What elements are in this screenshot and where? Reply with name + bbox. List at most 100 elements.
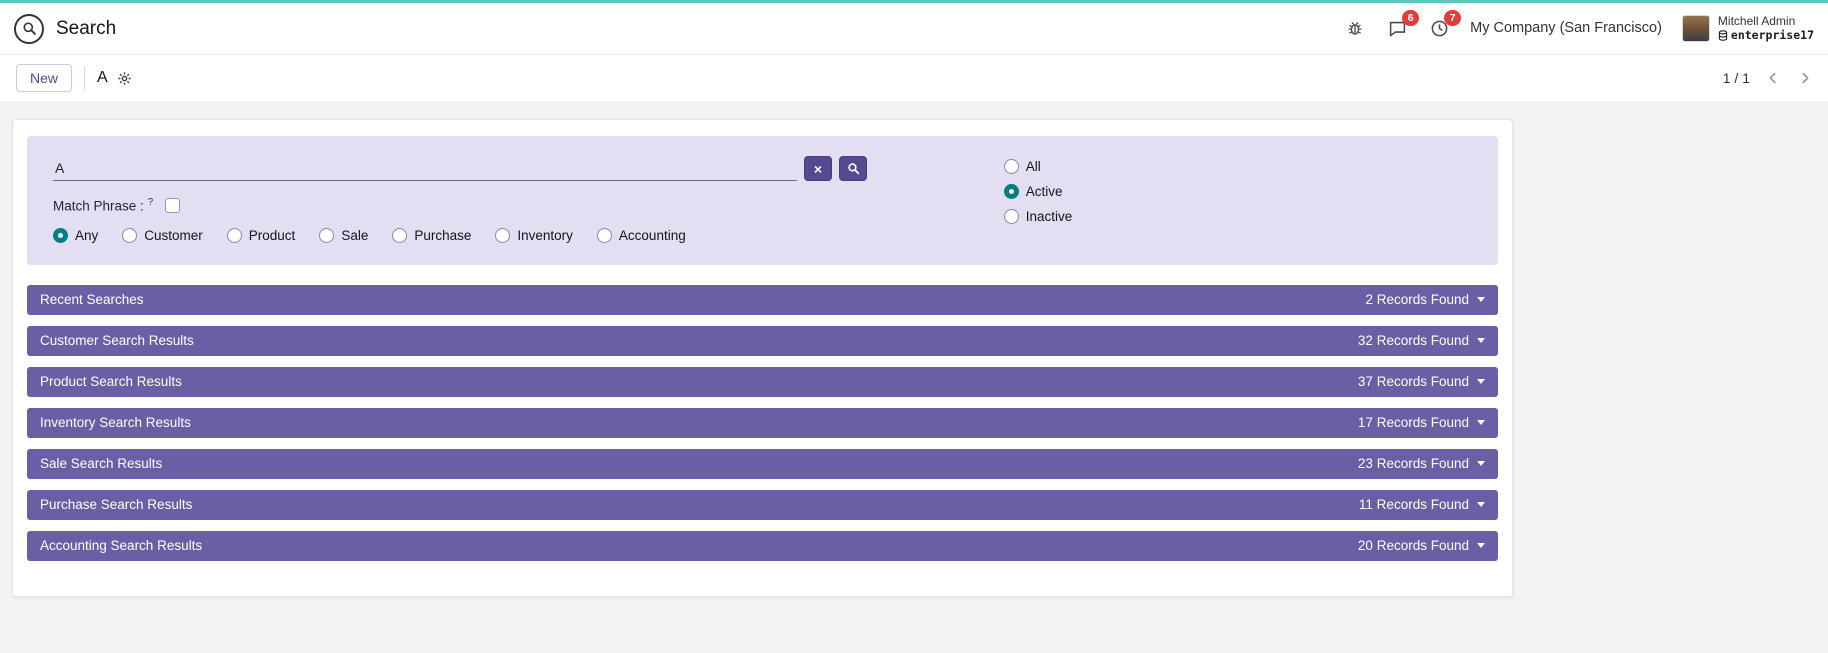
section-header-accounting-results[interactable]: Accounting Search Results 20 Records Fou…	[27, 530, 1498, 561]
search-input-row: ×	[53, 156, 1004, 181]
breadcrumb: A	[97, 69, 108, 86]
pager-nav	[1766, 71, 1812, 85]
radio-dot	[596, 227, 612, 243]
gear-icon	[118, 71, 131, 85]
page-title: Search	[56, 17, 117, 39]
radio-customer[interactable]: Customer	[122, 227, 203, 243]
section-count: 17 Records Found	[1357, 415, 1469, 430]
section-count: 2 Records Found	[1365, 292, 1469, 307]
search-input[interactable]	[53, 156, 797, 181]
search-type-radios: Any Customer Product Sale	[53, 227, 1004, 243]
radio-label: Active	[1025, 184, 1063, 199]
chevron-down-icon	[1477, 502, 1485, 507]
chevron-right-icon	[1802, 72, 1809, 84]
record-state-radios: All Active Inactive	[1003, 156, 1073, 243]
radio-inactive[interactable]: Inactive	[1003, 209, 1072, 224]
navbar-right: 6 7 My Company (San Francisco) Mitchell …	[1344, 10, 1814, 42]
messages-button[interactable]: 6	[1386, 10, 1420, 39]
section-title: Product Search Results	[40, 374, 182, 389]
main-content: × Match Phrase : ?	[0, 101, 1828, 597]
radio-sale[interactable]: Sale	[319, 227, 369, 243]
top-navbar: Search 6 7 My Company (San Francisco)	[0, 3, 1828, 55]
chevron-down-icon	[1477, 543, 1485, 548]
debug-bug-button[interactable]	[1344, 17, 1366, 39]
clear-search-button[interactable]: ×	[804, 156, 832, 181]
radio-dot	[1003, 184, 1019, 199]
new-button[interactable]: New	[16, 64, 73, 92]
search-app-icon[interactable]	[14, 13, 44, 44]
user-info: Mitchell Admin enterprise17	[1717, 13, 1814, 42]
database-name: enterprise17	[1730, 27, 1814, 42]
activities-button[interactable]: 7	[1428, 10, 1462, 39]
pager: 1 / 1	[1723, 70, 1812, 86]
section-count: 11 Records Found	[1358, 497, 1469, 512]
section-count: 20 Records Found	[1357, 538, 1469, 553]
section-title: Customer Search Results	[40, 333, 194, 348]
search-icon	[847, 163, 859, 175]
chevron-left-icon	[1769, 72, 1776, 84]
user-menu[interactable]: Mitchell Admin enterprise17	[1681, 13, 1814, 42]
radio-label: All	[1025, 159, 1041, 174]
chevron-down-icon	[1477, 297, 1485, 302]
radio-accounting[interactable]: Accounting	[596, 227, 686, 243]
company-switcher[interactable]: My Company (San Francisco)	[1470, 20, 1662, 37]
clear-icon: ×	[813, 160, 823, 177]
section-title: Recent Searches	[40, 292, 144, 307]
radio-dot	[122, 227, 138, 243]
radio-label: Any	[75, 227, 99, 243]
radio-any[interactable]: Any	[53, 227, 99, 243]
section-header-inventory-results[interactable]: Inventory Search Results 17 Records Foun…	[27, 407, 1498, 438]
section-title: Sale Search Results	[40, 456, 163, 471]
user-name: Mitchell Admin	[1717, 13, 1796, 28]
top-accent-bar	[0, 0, 1828, 3]
radio-label: Inventory	[517, 227, 573, 243]
section-header-product-results[interactable]: Product Search Results 37 Records Found	[27, 366, 1498, 397]
database-icon	[1718, 30, 1728, 41]
clock-icon	[1431, 20, 1448, 37]
section-header-customer-results[interactable]: Customer Search Results 32 Records Found	[27, 325, 1498, 356]
radio-product[interactable]: Product	[226, 227, 296, 243]
control-panel: New A 1 / 1	[0, 55, 1828, 101]
section-title: Inventory Search Results	[40, 415, 191, 430]
radio-dot	[495, 227, 511, 243]
radio-dot	[392, 227, 408, 243]
section-count: 23 Records Found	[1357, 456, 1469, 471]
radio-purchase[interactable]: Purchase	[392, 227, 472, 243]
section-header-recent-searches[interactable]: Recent Searches 2 Records Found	[27, 284, 1498, 315]
actions-menu-button[interactable]	[117, 71, 132, 86]
radio-dot	[226, 227, 242, 243]
results-sections: Recent Searches 2 Records Found Customer…	[27, 284, 1498, 561]
run-search-button[interactable]	[839, 156, 867, 181]
radio-label: Accounting	[618, 227, 686, 243]
radio-label: Sale	[341, 227, 369, 243]
messages-badge: 6	[1402, 10, 1420, 27]
section-header-purchase-results[interactable]: Purchase Search Results 11 Records Found	[27, 489, 1498, 520]
search-form-sheet: × Match Phrase : ?	[12, 119, 1513, 597]
chevron-down-icon	[1477, 461, 1485, 466]
next-page-button[interactable]	[1798, 71, 1812, 85]
database-line: enterprise17	[1718, 27, 1814, 42]
breadcrumb-divider	[84, 66, 86, 90]
chevron-down-icon	[1477, 338, 1485, 343]
search-criteria-left: × Match Phrase : ?	[53, 156, 1004, 243]
chevron-down-icon	[1477, 379, 1485, 384]
search-icon	[22, 22, 36, 35]
avatar	[1681, 14, 1710, 42]
chat-bubble-icon	[1389, 21, 1405, 37]
radio-label: Product	[248, 227, 296, 243]
section-title: Purchase Search Results	[40, 497, 193, 512]
section-count: 32 Records Found	[1357, 333, 1469, 348]
prev-page-button[interactable]	[1766, 71, 1780, 85]
radio-label: Customer	[144, 227, 203, 243]
radio-dot	[53, 227, 68, 243]
radio-active[interactable]: Active	[1003, 184, 1073, 199]
pager-counter: 1 / 1	[1722, 70, 1750, 86]
section-header-sale-results[interactable]: Sale Search Results 23 Records Found	[27, 448, 1498, 479]
radio-label: Purchase	[414, 227, 472, 243]
match-phrase-row: Match Phrase : ?	[53, 197, 1004, 214]
radio-dot	[1003, 209, 1019, 224]
radio-all[interactable]: All	[1003, 159, 1073, 174]
match-phrase-checkbox[interactable]	[165, 197, 181, 213]
help-icon: ?	[147, 197, 154, 208]
radio-inventory[interactable]: Inventory	[495, 227, 573, 243]
